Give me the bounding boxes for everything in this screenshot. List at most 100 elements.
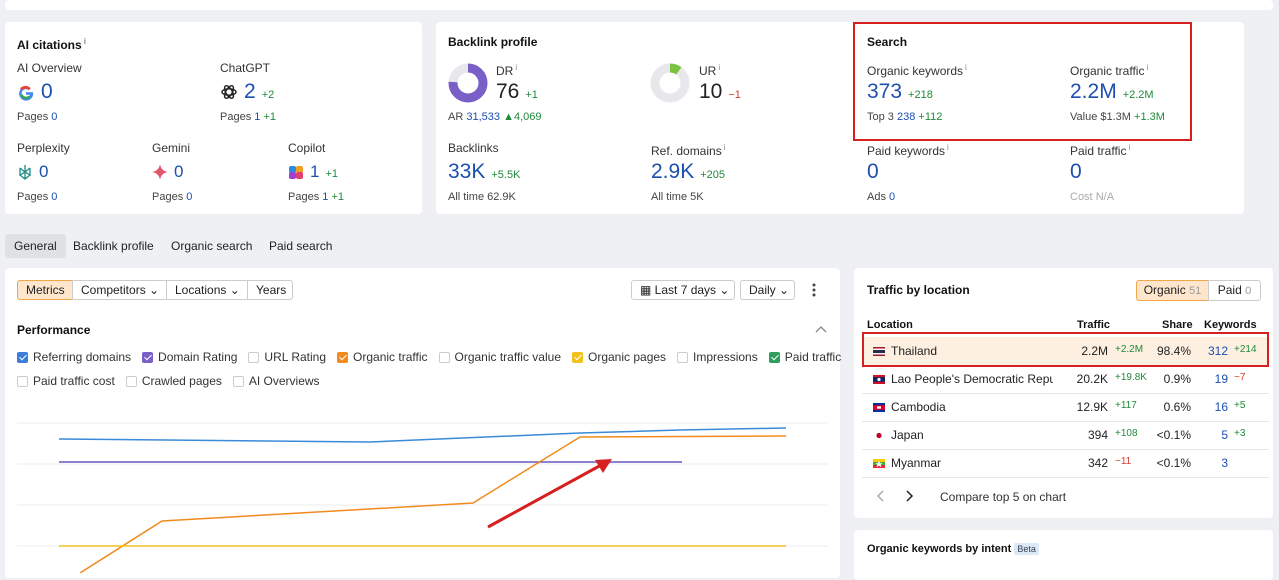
chatgpt-icon (221, 85, 237, 99)
metric-toggle[interactable]: Paid traffic cost (17, 374, 115, 388)
checkbox (17, 351, 28, 363)
flag (873, 375, 885, 384)
keywords-change: −7 (1234, 372, 1246, 383)
checkbox (232, 375, 244, 387)
traffic: 394 (1087, 428, 1108, 442)
text: +112 (918, 111, 943, 123)
text: +2.2M (1122, 89, 1154, 101)
metric-toggle[interactable]: Impressions (677, 350, 758, 364)
interval[interactable]: Daily ⌄ (740, 280, 795, 300)
metric-toggle[interactable]: Domain Rating (142, 350, 237, 364)
metric: 373 +218 (867, 80, 933, 104)
sub: All time 62.9K (448, 190, 516, 204)
text: 2.9K (651, 160, 695, 183)
checkbox (125, 375, 137, 387)
text: 0 (51, 191, 58, 203)
keywords: 5 (1221, 428, 1228, 442)
text: $1.3M (1100, 111, 1131, 123)
text: +1 (525, 89, 538, 101)
metric-toggle[interactable]: Referring domains (17, 350, 131, 364)
text: i (947, 143, 949, 152)
pager[interactable] (876, 490, 916, 502)
toggle[interactable]: Organic 51 (1136, 280, 1209, 301)
text: i (965, 63, 967, 72)
text: All time (651, 191, 688, 203)
text: +5.5K (491, 169, 521, 181)
label: Paid keywords i (867, 141, 949, 158)
metric-toggle[interactable]: AI Overviews (232, 374, 320, 388)
label: Paid traffic i (1070, 141, 1130, 158)
traffic: 12.9K (1076, 400, 1108, 414)
button[interactable]: Metrics (17, 280, 73, 300)
label: AI Overview (17, 61, 82, 75)
text: 1 (254, 111, 261, 123)
metric-toggle[interactable]: URL Rating (248, 350, 326, 364)
tab[interactable]: General (5, 234, 66, 258)
metric: 0 (1070, 160, 1082, 184)
text: +1.3M (1134, 111, 1165, 123)
text: 0 (41, 80, 53, 103)
menu-icon[interactable] (810, 282, 818, 298)
backlink-card (436, 22, 1244, 214)
button[interactable]: Competitors ⌄ (72, 280, 167, 300)
sub: Cost N/A (1070, 190, 1114, 204)
location-name: Thailand (891, 344, 938, 358)
table-row[interactable]: Myanmar 342 −11 <0.1% 3 (862, 449, 1269, 478)
toggle[interactable]: Paid 0 (1208, 280, 1261, 301)
sub: Top 3 238 +112 (867, 110, 942, 124)
perplexity-icon (19, 165, 31, 180)
table-row[interactable]: Cambodia 12.9K +117 0.6% 16 +5 (862, 393, 1269, 422)
button[interactable]: Years (247, 280, 293, 300)
compare-link[interactable]: Compare top 5 on chart (940, 490, 1067, 504)
text: +1 (263, 111, 276, 123)
flag (876, 432, 882, 439)
keywords: 312 (1207, 344, 1228, 358)
button[interactable]: Locations ⌄ (166, 280, 248, 300)
text: Paid (1217, 283, 1242, 297)
location-name: Cambodia (891, 400, 946, 414)
metric-toggle[interactable]: Organic pages (572, 350, 666, 364)
dr-donut (448, 63, 488, 103)
table-row[interactable]: Thailand 2.2M +2.2M 98.4% 312 +214 (862, 337, 1269, 366)
metric-label: Organic pages (588, 350, 667, 364)
label: Gemini (152, 141, 191, 155)
metric-toggle[interactable]: Organic traffic (337, 350, 428, 364)
column-header: Keywords (1204, 319, 1257, 331)
table-row[interactable]: Lao People's Democratic Republic 20.2K +19… (862, 365, 1269, 394)
traffic: 20.2K (1076, 372, 1108, 386)
text: Organic keywords (867, 64, 964, 78)
text: 373 (867, 80, 903, 103)
location-name: Lao People's Democratic Republic (891, 372, 1053, 386)
keywords: 16 (1214, 400, 1228, 414)
metric-label: Paid traffic cost (33, 374, 115, 388)
date-range[interactable]: ▦ Last 7 days ⌄ (631, 280, 735, 300)
tab[interactable]: Organic search (171, 239, 253, 253)
metric: 10 −1 (699, 80, 741, 104)
metric-toggle[interactable]: Organic traffic value (438, 350, 561, 364)
keywords-change: +214 (1234, 344, 1257, 355)
traffic: 2.2M (1081, 344, 1108, 358)
checkbox (438, 351, 450, 363)
label: Organic keywords i (867, 61, 967, 78)
table-row[interactable]: Japan 394 +108 <0.1% 5 +3 (862, 421, 1269, 450)
metric-label: URL Rating (264, 350, 327, 364)
metric-toggle[interactable]: Crawled pages (125, 374, 222, 388)
traffic: 342 (1087, 456, 1108, 470)
text: 1 (310, 162, 320, 181)
card-title: Traffic by location (867, 283, 970, 297)
metric-label: Paid traffic (784, 350, 842, 364)
text: AI citations (17, 38, 82, 52)
checkbox (142, 351, 154, 363)
text: 1 (322, 191, 329, 203)
sub: All time 5K (651, 190, 704, 204)
collapse-icon[interactable] (815, 325, 827, 333)
text: Last 7 days (654, 283, 717, 297)
tab[interactable]: Backlink profile (73, 239, 154, 253)
text: N/A (1095, 191, 1115, 203)
metric: 2.9K +205 (651, 160, 725, 184)
metric-toggle[interactable]: Paid traffic (768, 350, 842, 364)
text: +1 (325, 168, 339, 180)
tab[interactable]: Paid search (269, 239, 333, 253)
text: 76 (496, 80, 520, 103)
